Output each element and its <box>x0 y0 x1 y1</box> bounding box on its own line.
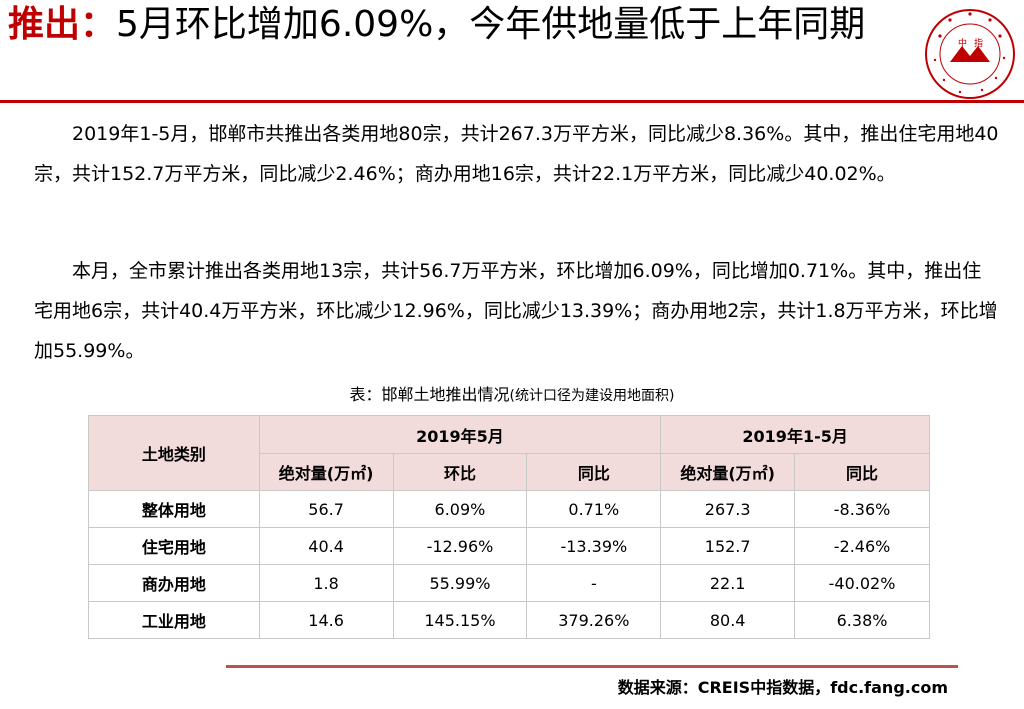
table-row: 整体用地 56.7 6.09% 0.71% 267.3 -8.36% <box>88 490 930 528</box>
title-text: 5月环比增加6.09%，今年供地量低于上年同期 <box>116 4 866 45</box>
table-caption: 表：邯郸土地推出情况(统计口径为建设用地面积) <box>0 383 1024 408</box>
table-row: 工业用地 14.6 145.15% 379.26% 80.4 6.38% <box>88 601 930 639</box>
table-cell: -12.96% <box>392 527 528 565</box>
subheader-ytd-absolute: 绝对量(万㎡) <box>660 453 796 491</box>
table-cell: 14.6 <box>258 601 394 639</box>
slide-title: 推出：5月环比增加6.09%，今年供地量低于上年同期 <box>8 2 898 48</box>
table-cell: 267.3 <box>660 490 796 528</box>
data-source: 数据来源：CREIS中指数据，fdc.fang.com <box>617 678 948 697</box>
table-cell: -13.39% <box>526 527 662 565</box>
header-may-2019: 2019年5月 <box>258 415 662 454</box>
header-jan-may-2019: 2019年1-5月 <box>660 415 930 454</box>
row-label: 整体用地 <box>88 490 260 528</box>
table-cell: -40.02% <box>794 564 930 602</box>
caption-note: (统计口径为建设用地面积) <box>509 388 675 404</box>
table-cell: 379.26% <box>526 601 662 639</box>
title-divider <box>0 100 1024 103</box>
title-prefix: 推出： <box>8 4 117 45</box>
land-supply-table: 土地类别 2019年5月 2019年1-5月 绝对量(万㎡) 环比 同比 绝对量… <box>88 415 930 639</box>
summary-paragraph-month: 本月，全市累计推出各类用地13宗，共计56.7万平方米，环比增加6.09%，同比… <box>34 260 998 362</box>
table-cell: 0.71% <box>526 490 662 528</box>
row-label: 住宅用地 <box>88 527 260 565</box>
subheader-may-absolute: 绝对量(万㎡) <box>258 453 394 491</box>
table-cell: -2.46% <box>794 527 930 565</box>
table-row: 商办用地 1.8 55.99% - 22.1 -40.02% <box>88 564 930 602</box>
table-cell: 6.38% <box>794 601 930 639</box>
row-label: 商办用地 <box>88 564 260 602</box>
table-row: 住宅用地 40.4 -12.96% -13.39% 152.7 -2.46% <box>88 527 930 565</box>
logo-char-1: 中 <box>958 37 967 49</box>
table-cell: - <box>526 564 662 602</box>
table-cell: 145.15% <box>392 601 528 639</box>
table-cell: 152.7 <box>660 527 796 565</box>
table-cell: -8.36% <box>794 490 930 528</box>
subheader-ytd-yoy: 同比 <box>794 453 930 491</box>
logo-char-2: 指 <box>974 37 983 49</box>
table-cell: 40.4 <box>258 527 394 565</box>
china-index-academy-seal-icon: 中 指 <box>925 9 1015 99</box>
table-cell: 6.09% <box>392 490 528 528</box>
header-land-category: 土地类别 <box>88 415 260 491</box>
subheader-may-yoy: 同比 <box>526 453 662 491</box>
table-cell: 1.8 <box>258 564 394 602</box>
caption-main: 表：邯郸土地推出情况 <box>349 385 510 404</box>
table-cell: 22.1 <box>660 564 796 602</box>
row-label: 工业用地 <box>88 601 260 639</box>
table-cell: 55.99% <box>392 564 528 602</box>
footer-divider <box>226 665 958 668</box>
table-cell: 80.4 <box>660 601 796 639</box>
summary-paragraph-ytd: 2019年1-5月，邯郸市共推出各类用地80宗，共计267.3万平方米，同比减少… <box>34 123 999 185</box>
subheader-may-mom: 环比 <box>392 453 528 491</box>
table-cell: 56.7 <box>258 490 394 528</box>
